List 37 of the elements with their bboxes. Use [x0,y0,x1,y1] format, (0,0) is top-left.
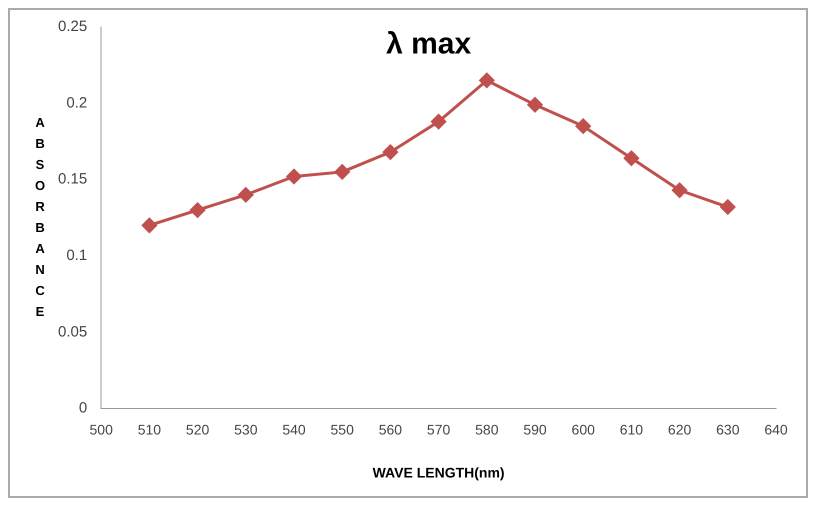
point [672,182,688,198]
x-tick-label: 520 [186,422,210,438]
text: ABSORBANCE [34,114,46,319]
point [431,114,446,130]
point [190,202,206,218]
x-tick-label: 510 [138,422,162,438]
x-tick-label: 560 [378,422,402,438]
point [142,218,157,233]
y-tick-label: 0.25 [58,18,88,36]
y-tick-label: 0.15 [58,170,88,188]
x-tick-label: 570 [426,422,450,438]
point [528,97,542,112]
point [479,72,494,88]
y-tick-label: 0.1 [66,246,88,264]
x-tick-label: 600 [572,422,596,438]
y-tick-label: 0 [78,400,88,417]
x-tick-label: 540 [282,422,306,438]
chart-title: λ max [386,27,472,60]
point [238,187,254,202]
x-tick-label: 530 [234,422,258,438]
point [624,150,639,166]
x-tick-label: 550 [330,422,354,438]
x-tick-label: 610 [620,422,644,438]
x-tick-label: 580 [475,422,499,438]
point [334,164,350,180]
point [720,200,736,215]
x-tick-label: 630 [716,422,740,438]
x-axis-title: WAVE LENGTH(nm) [372,464,505,480]
x-tick-label: 500 [90,422,114,438]
point [576,118,591,134]
x-tick-label: 640 [764,422,788,438]
y-tick-label: 0.2 [66,94,88,112]
x-tick-label: 590 [523,422,547,438]
point [382,144,398,160]
x-tick-label: 620 [668,422,692,438]
point [286,169,302,184]
y-tick-label: 0.05 [58,323,88,340]
